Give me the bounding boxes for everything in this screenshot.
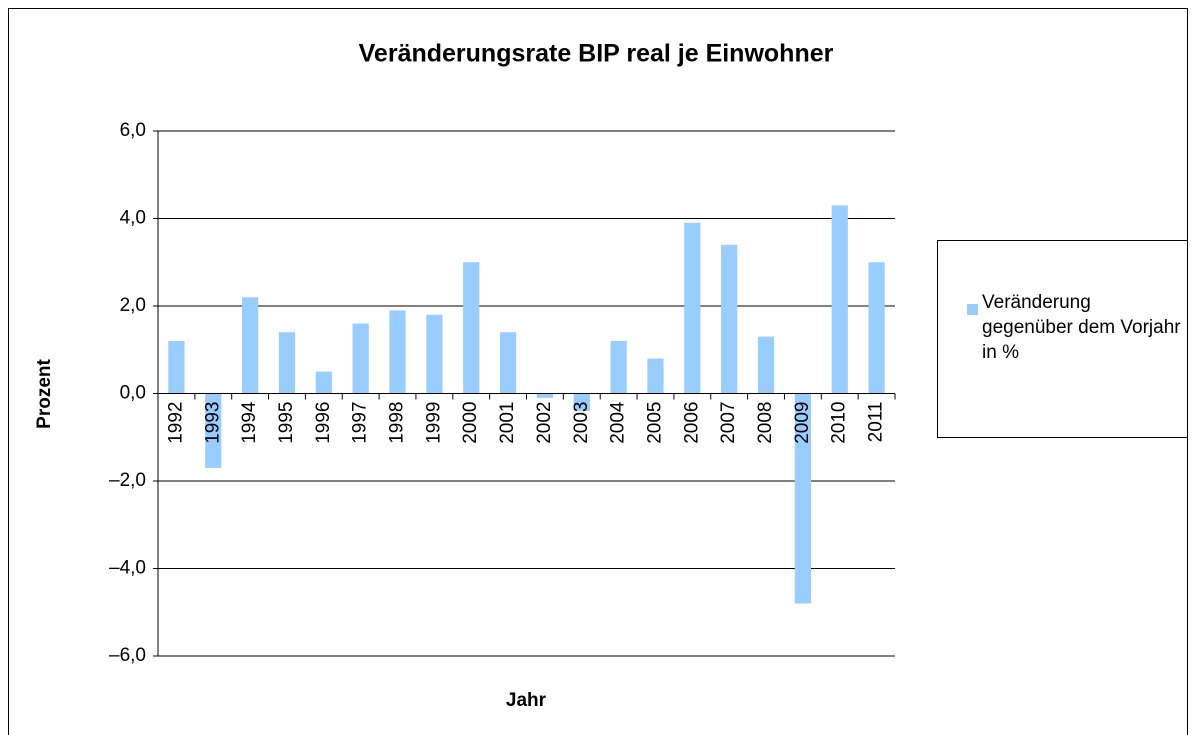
bar [499,332,517,394]
x-tick-label: 2004 [608,401,629,444]
bar [278,332,296,394]
bar [721,244,738,394]
x-tick-label: 1995 [276,402,297,444]
bar [205,393,222,468]
x-tick-label: 1997 [350,402,371,444]
x-tick-label: 2002 [534,402,555,444]
bar [168,341,185,394]
y-tick-label: 6,0 [120,120,146,141]
bar [389,310,406,394]
x-tick-label: 2003 [571,402,592,444]
x-tick-label: 2001 [497,402,518,444]
bar [794,393,811,604]
y-tick-label: 4,0 [120,208,146,229]
x-tick-label: 1994 [239,401,260,444]
bar [352,323,369,394]
y-tick-label: –2,0 [109,470,146,491]
y-tick-label: –4,0 [109,558,146,579]
x-tick-label: 1992 [165,402,186,444]
chart-title: Veränderungsrate BIP real je Einwohner [359,40,834,68]
x-axis-label: Jahr [506,690,547,711]
bar [573,393,590,411]
bar [757,336,775,394]
bar [426,314,443,394]
legend-box [937,240,1188,438]
x-tick-label: 2006 [681,402,702,444]
bar [610,341,627,394]
x-tick-label: 2000 [460,401,481,443]
bar [536,393,554,398]
x-tick-label: 1999 [423,402,444,444]
legend-swatch [967,304,978,315]
bar [684,222,701,394]
x-tick-label: 1998 [387,402,408,444]
bar [647,358,664,394]
bar [315,371,332,394]
bar [242,297,259,394]
x-tick-label: 2005 [644,402,665,444]
bar [463,262,480,394]
x-tick-label: 2011 [866,402,887,443]
y-tick-label: 0,0 [120,383,146,404]
x-tick-label: 1993 [202,402,223,444]
bar [831,205,848,394]
x-tick-label: 2007 [718,402,739,444]
legend-label: Veränderung gegenüber dem Vorjahr in % [982,292,1181,363]
x-tick-label: 2008 [755,402,776,444]
x-tick-label: 2009 [792,402,813,444]
y-axis-label: Prozent [34,358,55,428]
x-tick-label: 1996 [313,402,334,444]
y-tick-label: –6,0 [109,645,146,666]
x-tick-label: 2010 [829,402,850,444]
bar [868,262,885,394]
y-tick-label: 2,0 [120,295,146,316]
